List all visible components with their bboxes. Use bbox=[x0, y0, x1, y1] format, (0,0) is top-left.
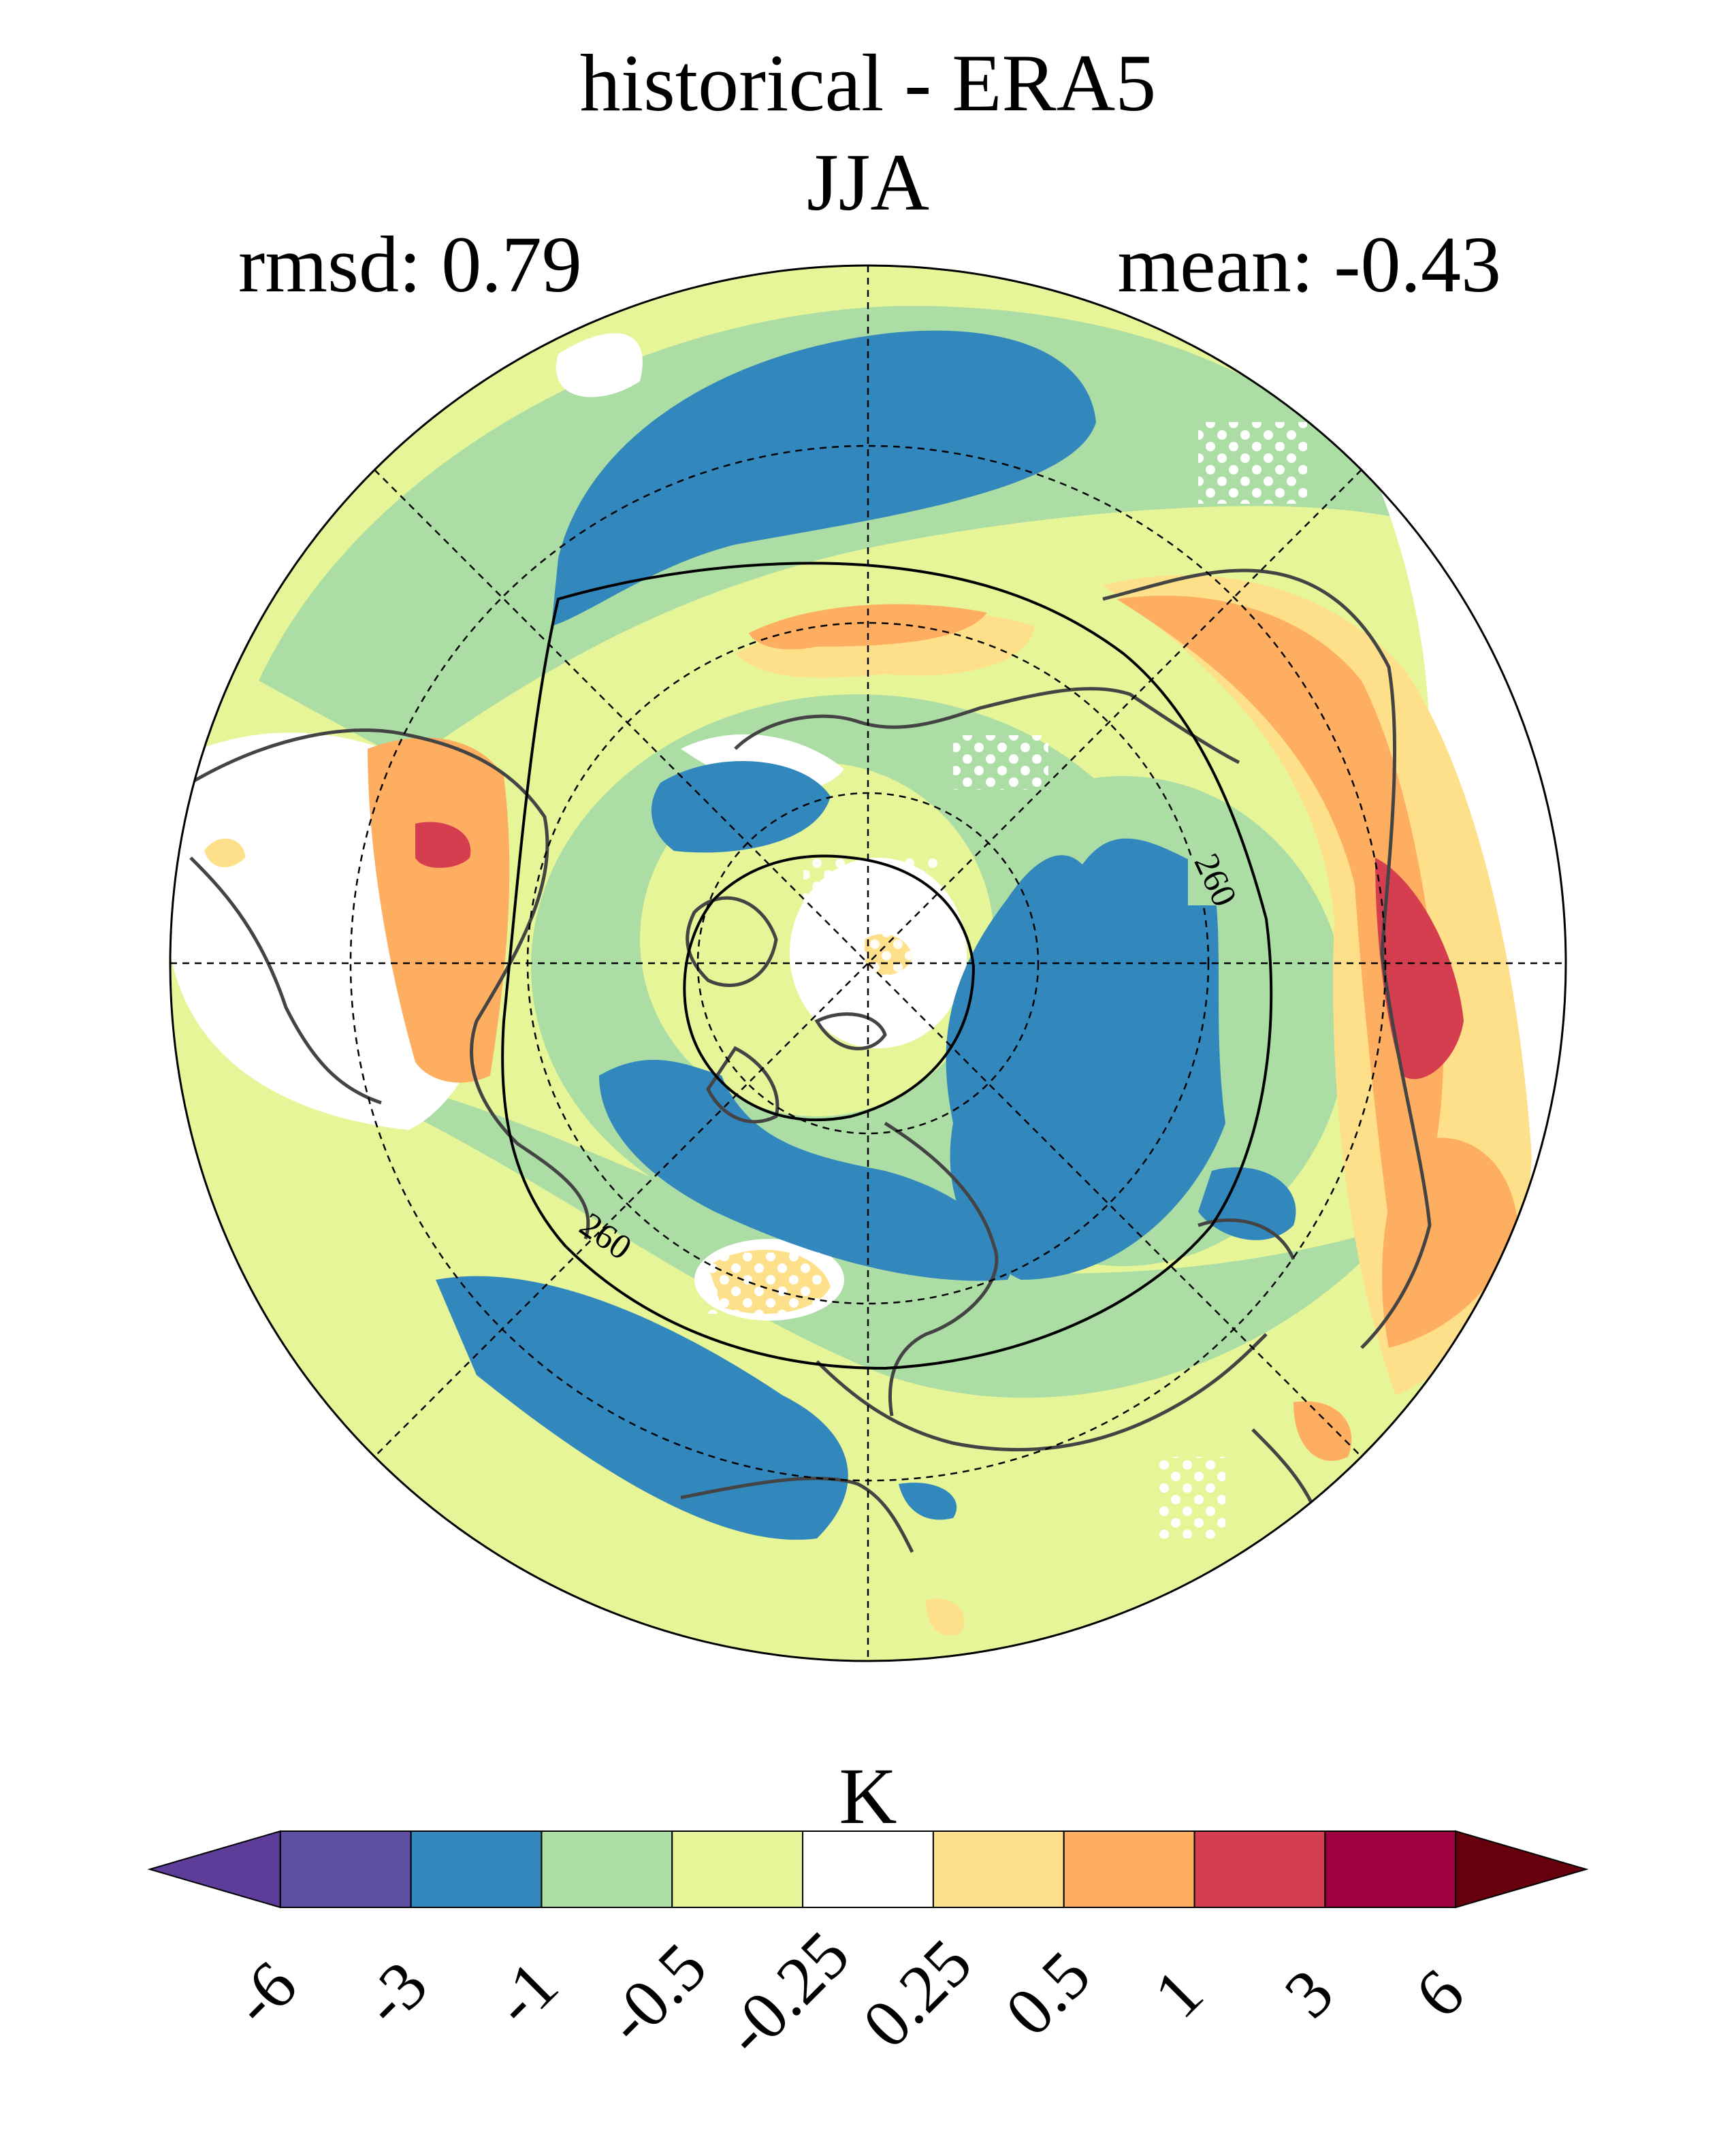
colorbar-tick-label: -0.5 bbox=[591, 1929, 720, 2058]
mean-label: mean: -0.43 bbox=[1117, 220, 1501, 309]
contour-label-bg bbox=[1188, 858, 1222, 905]
colorbar-box bbox=[802, 1830, 934, 1908]
coastlines bbox=[189, 568, 1432, 1553]
season-label: JJA bbox=[806, 137, 930, 227]
graticule bbox=[170, 265, 1566, 1661]
colorbar-box bbox=[1324, 1830, 1457, 1908]
colorbar-tick-label: 3 bbox=[1270, 1954, 1348, 2032]
colorbar-max-extension bbox=[1455, 1830, 1589, 1909]
colorbar-tick-label: 1 bbox=[1140, 1954, 1217, 2032]
colorbar-tick-label: -0.25 bbox=[710, 1916, 864, 2070]
colorbar-tick-label: 6 bbox=[1401, 1954, 1479, 2032]
colorbar-tick-label: -1 bbox=[479, 1947, 572, 2040]
colorbar-box bbox=[410, 1830, 543, 1908]
map-title: historical - ERA5 bbox=[579, 37, 1157, 128]
colorbar-box bbox=[279, 1830, 412, 1908]
colorbar-box bbox=[671, 1830, 804, 1908]
colorbar-tick-label: -6 bbox=[217, 1947, 310, 2040]
map-boundary bbox=[169, 264, 1567, 1662]
colorbar-unit: K bbox=[839, 1752, 897, 1841]
colorbar-box bbox=[1193, 1830, 1326, 1908]
colorbar-box bbox=[1063, 1830, 1195, 1908]
polar-map: 260 260 bbox=[169, 264, 1567, 1662]
contour-260 bbox=[501, 562, 1273, 1370]
colorbar-box bbox=[932, 1830, 1065, 1908]
rmsd-label: rmsd: 0.79 bbox=[238, 220, 582, 309]
colorbar-box bbox=[541, 1830, 673, 1908]
colorbar-min-extension bbox=[147, 1830, 281, 1909]
colorbar-tick-label: 0.25 bbox=[848, 1924, 986, 2062]
colorbar-tick-label: -3 bbox=[348, 1947, 441, 2040]
colorbar-tick-label: 0.5 bbox=[991, 1937, 1105, 2050]
